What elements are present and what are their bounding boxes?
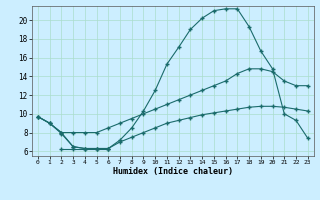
X-axis label: Humidex (Indice chaleur): Humidex (Indice chaleur) — [113, 167, 233, 176]
